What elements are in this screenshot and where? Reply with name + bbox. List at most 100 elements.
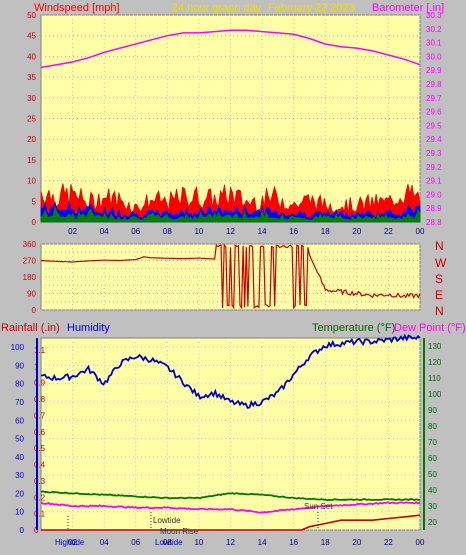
hour-tick-label-bottom: 02 xyxy=(68,538,77,547)
barometer-tick-label: 28.8 xyxy=(426,218,442,227)
hour-tick-label-bottom: 06 xyxy=(131,538,140,547)
direction-tick-label: 180 xyxy=(23,273,37,282)
mid-grid xyxy=(41,243,421,311)
axis-ticks: 0 5 10 15 20 25 30 35 40 45 50 28.8 28.9 29.0 29.1 29.2… xyxy=(11,11,442,547)
hour-tick-label: 00 xyxy=(416,227,425,236)
hour-tick-label: 20 xyxy=(352,227,361,236)
humidity-tick-label: 70 xyxy=(15,398,24,407)
hour-tick-label: 12 xyxy=(226,227,235,236)
direction-tick-label: 360 xyxy=(23,240,37,249)
windspeed-tick-label: 0 xyxy=(32,218,37,227)
hour-tick-label-bottom: 10 xyxy=(194,538,203,547)
temperature-tick-label: 120 xyxy=(428,358,442,367)
windspeed-tick-label: 35 xyxy=(27,73,36,82)
temperature-tick-label: 20 xyxy=(428,518,437,527)
temperature-tick-label: 70 xyxy=(428,438,437,447)
temperature-tick-label: 100 xyxy=(428,390,442,399)
barometer-tick-label: 29.3 xyxy=(426,149,442,158)
hour-tick-label-bottom: 14 xyxy=(258,538,267,547)
rainfall-tick-label: 1.1 xyxy=(34,346,46,355)
windspeed-tick-label: 45 xyxy=(27,32,36,41)
rainfall-tick-label: 0.7 xyxy=(34,411,46,420)
temperature-tick-label: 80 xyxy=(428,422,437,431)
moonrise-label: Moon Rise xyxy=(160,527,199,536)
humidity-tick-label: 40 xyxy=(15,453,24,462)
hour-tick-label: 04 xyxy=(100,227,109,236)
compass-n-top: N xyxy=(435,239,444,253)
rainfall-axis-label: Rainfall (.in) xyxy=(1,322,60,334)
rainfall-tick-label: 0.2 xyxy=(34,493,46,502)
windspeed-tick-label: 15 xyxy=(27,156,36,165)
dewpoint-line xyxy=(40,501,421,514)
humidity-axis-label: Humidity xyxy=(67,322,110,334)
barometer-tick-label: 29.5 xyxy=(426,121,442,130)
rainfall-tick-label: 0.3 xyxy=(34,477,46,486)
rainfall-tick-label: 0.4 xyxy=(34,461,46,470)
rainfall-tick-label: 0.9 xyxy=(34,379,46,388)
bottom-series xyxy=(40,333,421,531)
temperature-axis-label: Temperature (°F) xyxy=(312,322,395,334)
wind-low-series xyxy=(40,204,421,223)
humidity-tick-label: 10 xyxy=(15,508,24,517)
top-series xyxy=(40,29,421,223)
temperature-tick-label: 110 xyxy=(428,374,441,383)
hour-tick-label: 10 xyxy=(194,227,203,236)
humidity-tick-label: 90 xyxy=(15,361,24,370)
barometer-line xyxy=(40,29,421,69)
barometer-tick-label: 29.9 xyxy=(426,66,442,75)
temperature-tick-label: 90 xyxy=(428,406,437,415)
dewpoint-axis-label: Dew Point (°F) xyxy=(394,322,466,334)
graph-title: 24 hour graph day xyxy=(172,2,262,14)
hour-tick-label: 22 xyxy=(384,227,393,236)
barometer-tick-label: 30.0 xyxy=(426,52,442,61)
windspeed-tick-label: 20 xyxy=(27,135,36,144)
hightide-label: Hightide xyxy=(55,538,85,547)
hour-tick-label: 08 xyxy=(163,227,172,236)
direction-tick-label: 0 xyxy=(32,306,37,315)
sunset-label: Sun Set xyxy=(304,502,333,511)
hour-tick-label: 02 xyxy=(68,227,77,236)
barometer-tick-label: 29.4 xyxy=(426,135,442,144)
windspeed-tick-label: 10 xyxy=(27,177,36,186)
wind-gust-series xyxy=(40,183,421,223)
direction-tick-label: 270 xyxy=(23,257,37,266)
barometer-tick-label: 29.0 xyxy=(426,190,442,199)
barometer-tick-label: 29.6 xyxy=(426,108,442,117)
rainfall-tick-label: 0.6 xyxy=(34,428,46,437)
windspeed-tick-label: 25 xyxy=(27,115,36,124)
humidity-tick-label: 100 xyxy=(11,343,25,352)
windspeed-axis-label: Windspeed [mph] xyxy=(34,2,120,14)
temperature-tick-label: 50 xyxy=(428,470,437,479)
humidity-tick-label: 30 xyxy=(15,471,24,480)
compass-e: E xyxy=(435,288,443,302)
hour-tick-label: 18 xyxy=(321,227,330,236)
windspeed-tick-label: 5 xyxy=(32,197,37,206)
hour-tick-label-bottom: 22 xyxy=(384,538,393,547)
hour-tick-label: 06 xyxy=(131,227,140,236)
barometer-tick-label: 29.7 xyxy=(426,94,442,103)
hour-tick-label-bottom: 00 xyxy=(416,538,425,547)
barometer-tick-label: 28.9 xyxy=(426,204,442,213)
wind-direction-line xyxy=(40,243,421,310)
hour-tick-label-bottom: 18 xyxy=(321,538,330,547)
barometer-tick-label: 29.1 xyxy=(426,177,442,186)
barometer-tick-label: 30.2 xyxy=(426,25,442,34)
windspeed-tick-label: 50 xyxy=(27,11,36,20)
hour-tick-label-bottom: 16 xyxy=(289,538,298,547)
mid-series xyxy=(40,243,421,310)
hour-tick-label-bottom: 20 xyxy=(352,538,361,547)
barometer-tick-label: 30.1 xyxy=(426,39,442,48)
hour-tick-label-bottom: 08 xyxy=(163,538,172,547)
barometer-tick-label: 30.3 xyxy=(426,11,442,20)
rainfall-tick-label: 0.1 xyxy=(34,510,46,519)
compass-s: S xyxy=(435,272,443,286)
temperature-tick-label: 130 xyxy=(428,342,442,351)
hour-tick-label-bottom: 04 xyxy=(100,538,109,547)
windspeed-tick-label: 40 xyxy=(27,52,36,61)
lowtide-label-1: Lowtide xyxy=(153,516,181,525)
humidity-tick-label: 80 xyxy=(15,380,24,389)
rainfall-tick-label: 0.8 xyxy=(34,395,46,404)
humidity-tick-label: 20 xyxy=(15,489,24,498)
direction-tick-label: 90 xyxy=(27,290,36,299)
